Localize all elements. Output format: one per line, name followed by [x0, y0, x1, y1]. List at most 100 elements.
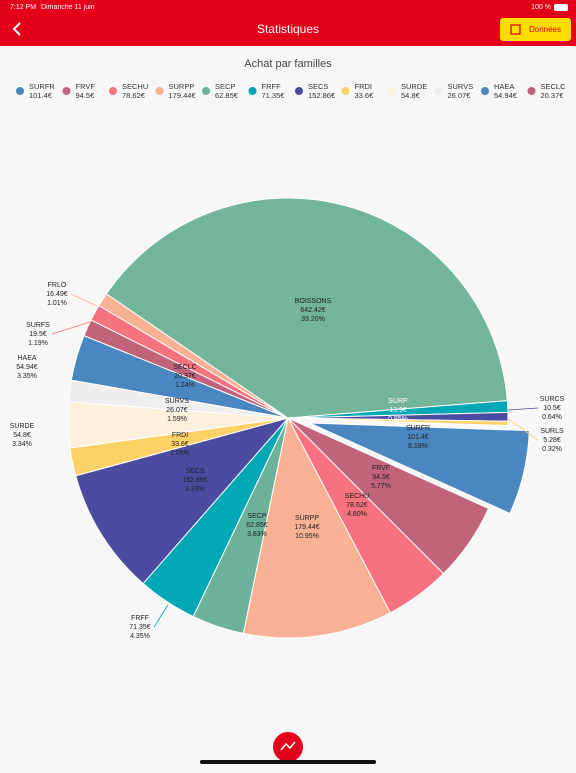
fab-icon	[280, 741, 296, 751]
slice-value: 54.94€	[16, 364, 38, 371]
legend-name: SURDE	[401, 82, 427, 91]
slice-name: SURLS	[540, 428, 564, 435]
slice-percent: 1.01%	[47, 300, 67, 307]
slice-percent: 0.64%	[542, 414, 562, 421]
status-date: Dimanche 11 juin	[41, 4, 95, 11]
slice-percent: 1.59%	[167, 416, 187, 423]
legend-name: SURPP	[169, 82, 195, 91]
data-button[interactable]	[500, 18, 571, 41]
slice-value: 16.49€	[46, 291, 68, 298]
status-time: 7:12 PM	[10, 4, 36, 11]
legend-icon	[341, 87, 350, 95]
leader-line	[51, 321, 91, 335]
legend-name: FRFF	[262, 82, 282, 91]
legend-value: 54.8€	[401, 91, 421, 100]
slice-name: SECHU	[345, 493, 370, 500]
legend-icon	[388, 87, 396, 95]
slice-value: 71.35€	[129, 624, 151, 631]
slice-value: 179.44€	[294, 524, 319, 531]
legend-value: 20.37€	[541, 91, 565, 100]
data-button-label[interactable]: Données	[529, 25, 561, 34]
slice-value: 33.6€	[171, 441, 189, 448]
slice-percent: 5.77%	[371, 483, 391, 490]
legend-icon	[202, 87, 210, 95]
leader-line	[70, 293, 98, 307]
slice-value: 20.37€	[174, 373, 196, 380]
legend-value: 152.86€	[308, 91, 336, 100]
slice-name: SURFS	[26, 322, 50, 329]
legend-value: 71.35€	[262, 91, 286, 100]
slice-value: 94.5€	[372, 474, 390, 481]
slice-percent: 1.19%	[28, 340, 48, 347]
slice-value: 13.9€	[389, 407, 407, 414]
slice-value: 10.5€	[543, 405, 561, 412]
slice-name: SURDE	[10, 423, 35, 430]
pie-slice	[242, 416, 391, 639]
slice-value: 642.42€	[300, 307, 325, 314]
legend-name: FRDI	[355, 82, 373, 91]
battery-icon	[554, 4, 568, 11]
slice-value: 101.4€	[407, 434, 429, 441]
pie-slice	[105, 197, 508, 419]
slice-name: SURP	[388, 398, 408, 405]
slice-name: HAEA	[17, 355, 36, 362]
legend-name: SECS	[308, 82, 328, 91]
legend-value: 26.07€	[448, 91, 472, 100]
slice-name: SURFR	[406, 425, 430, 432]
legend-icon	[527, 87, 536, 95]
slice-percent: 3.35%	[17, 373, 37, 380]
slice-value: 62.85€	[246, 522, 268, 529]
slice-percent: 39.20%	[301, 316, 325, 323]
slice-value: 54.8€	[13, 432, 31, 439]
leader-line	[507, 418, 539, 441]
slice-percent: 0.32%	[542, 446, 562, 453]
legend-name: HAEA	[494, 82, 514, 91]
slice-percent: 1.24%	[175, 382, 195, 389]
slice-name: SECP	[247, 513, 266, 520]
pie-slice	[287, 417, 509, 427]
slice-value: 78.62€	[346, 502, 368, 509]
slice-name: SURVS	[165, 398, 189, 405]
slice-name: SURCS	[540, 396, 565, 403]
slice-percent: 10.95%	[295, 533, 319, 540]
legend-icon	[109, 87, 117, 95]
legend-value: 101.4€	[29, 91, 53, 100]
slice-value: 26.07€	[166, 407, 188, 414]
legend-icon	[248, 87, 257, 95]
nav-bar	[0, 0, 576, 46]
slice-name: BOISSONS	[295, 298, 332, 305]
legend-icon	[434, 87, 443, 95]
slice-value: 5.28€	[543, 437, 561, 444]
slice-name: FRLO	[48, 282, 67, 289]
slice-percent: 2.05%	[170, 450, 190, 457]
slice-percent: 9.33%	[185, 486, 205, 493]
leader-line	[507, 407, 539, 411]
status-battery: 100 %	[531, 4, 551, 11]
legend-value: 54.94€	[494, 91, 518, 100]
slice-percent: 3.34%	[12, 441, 32, 448]
legend-icon	[155, 87, 164, 95]
slice-percent: 4.35%	[130, 633, 150, 640]
slice-name: FRDI	[172, 432, 188, 439]
slice-name: SECLC	[173, 364, 196, 371]
legend-icon	[481, 87, 489, 95]
slice-name: FRVF	[372, 465, 390, 472]
slice-percent: 3.83%	[247, 531, 267, 538]
pie-slice	[75, 417, 290, 585]
slice-percent: 4.80%	[347, 511, 367, 518]
legend-name: SECP	[215, 82, 235, 91]
legend-value: 33.6€	[355, 91, 375, 100]
legend-icon	[62, 87, 71, 95]
slice-value: 152.86€	[182, 477, 207, 484]
legend-value: 62.85€	[215, 91, 239, 100]
chart-title: Achat par familles	[244, 58, 332, 70]
slice-name: SECS	[185, 468, 204, 475]
data-button-icon	[510, 24, 521, 35]
nav-title: Statistiques	[257, 22, 319, 36]
legend-name: SURFR	[29, 82, 55, 91]
leader-line	[153, 604, 169, 628]
slice-percent: 0.85%	[388, 416, 408, 423]
legend-icon	[295, 87, 303, 95]
back-button[interactable]	[12, 22, 21, 36]
